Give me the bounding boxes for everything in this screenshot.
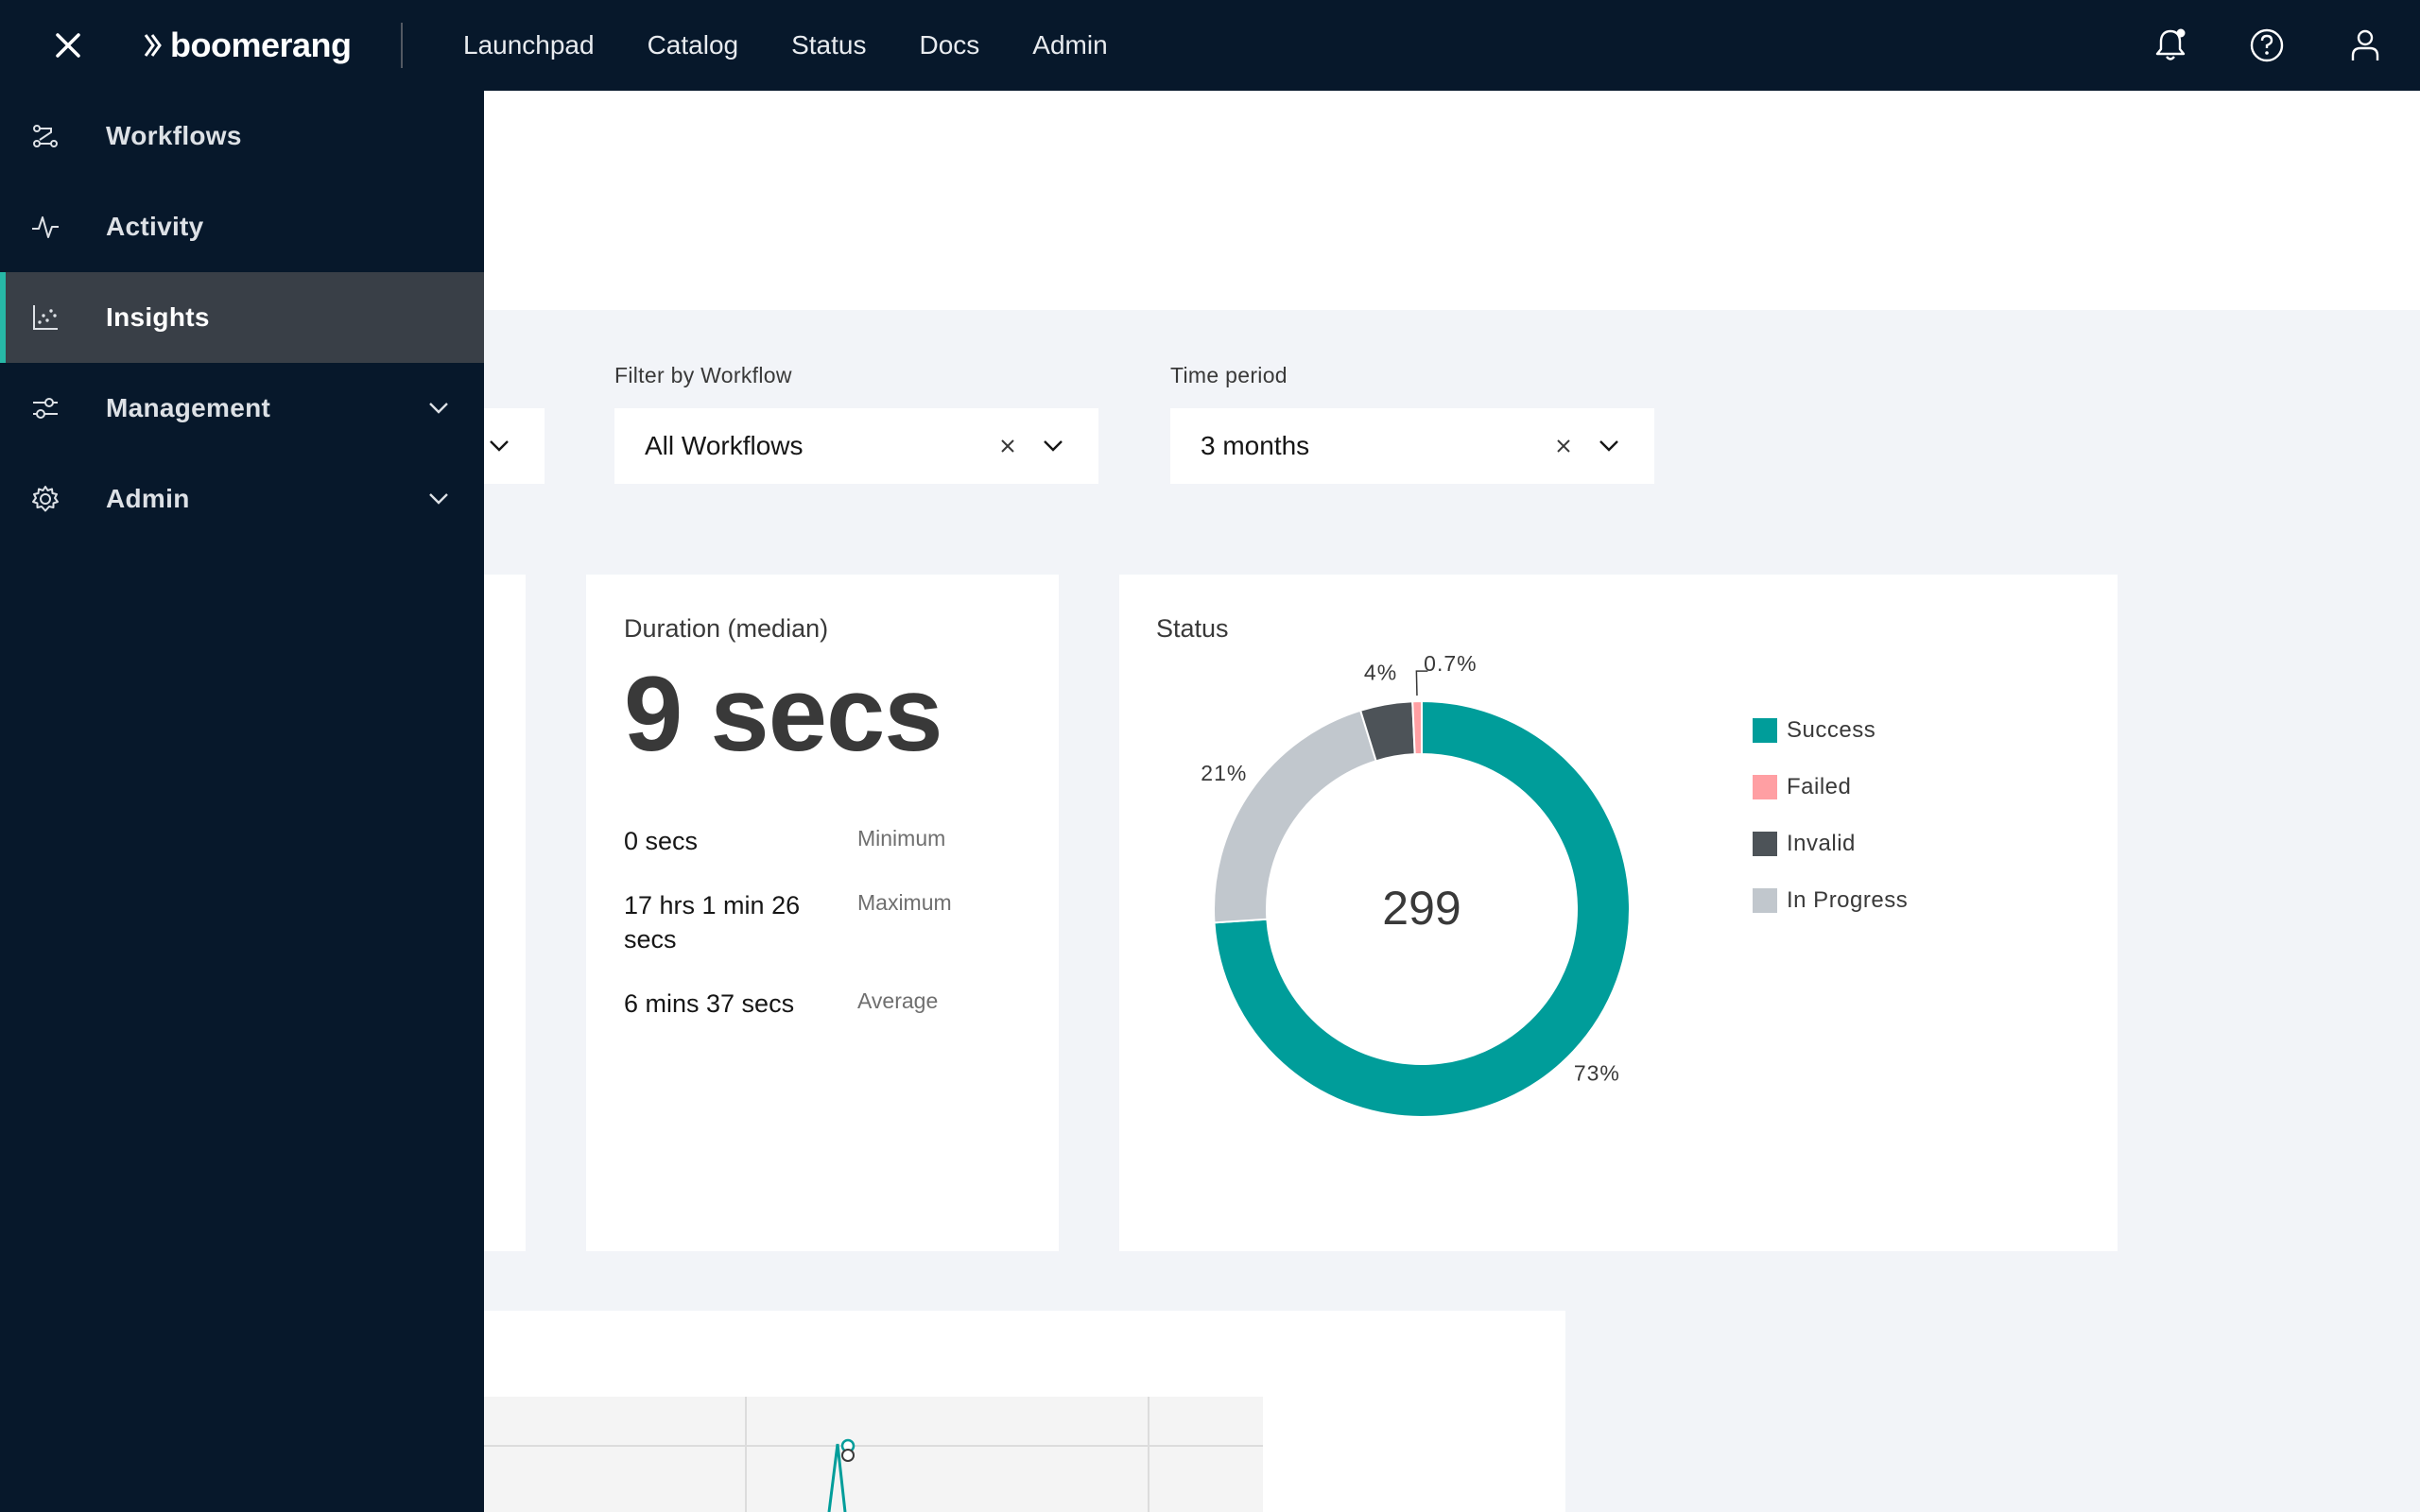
top-header: boomerang Launchpad Catalog Status Docs … [0,0,2420,91]
nav-catalog[interactable]: Catalog [647,30,739,60]
sidebar-item-activity[interactable]: Activity [0,181,484,272]
sidebar-item-label: Insights [106,302,210,332]
nav-status[interactable]: Status [791,30,867,60]
page-header-band [484,91,2420,310]
help-button[interactable] [2246,25,2288,66]
notifications-button[interactable] [2150,25,2191,66]
donut-slice-success[interactable] [1213,699,1631,1118]
status-donut-chart: 73% 21% 4% 0.7% 299 [1201,651,1631,1118]
insights-icon [33,305,58,330]
chevron-down-icon [429,493,448,505]
legend-success: Success [1753,715,1876,746]
legend-swatch [1753,775,1777,799]
filter-workflow-value: All Workflows [645,431,804,460]
duration-max-value: 17 hrs 1 min 26 secs [624,891,801,954]
donut-slice-in-progress[interactable] [1213,709,1377,924]
clear-icon[interactable] [994,433,1021,459]
help-icon [2250,28,2284,62]
user-profile-button[interactable] [2344,25,2386,66]
sidebar-item-label: Workflows [106,121,242,150]
legend-swatch [1753,832,1777,856]
legend-label: Success [1787,717,1876,743]
top-nav: Launchpad Catalog Status Docs Admin [446,0,1134,91]
donut-value-label: 4% [1364,661,1397,685]
duration-avg-value: 6 mins 37 secs [624,989,795,1018]
duration-max-label: Maximum [857,890,952,915]
donut-value-label: 21% [1201,761,1247,785]
sidebar-item-admin[interactable]: Admin [0,454,484,544]
sidebar-item-label: Management [106,393,271,422]
duration-title: Duration (median) [624,614,829,643]
donut-value-label: 0.7% [1424,651,1477,676]
clear-icon[interactable] [1550,433,1577,459]
sidebar-item-label: Activity [106,212,204,241]
legend-label: In Progress [1787,887,1909,913]
time-period-select[interactable]: 3 months [1170,408,1654,484]
legend-swatch [1753,718,1777,743]
nav-docs[interactable]: Docs [919,30,980,60]
duration-min-value: 0 secs [624,827,699,855]
user-icon [2351,29,2379,60]
duration-avg-label: Average [857,988,939,1013]
side-nav: Workflows Activity Insights Management [0,91,484,1512]
donut-slice-failed[interactable] [1411,699,1423,756]
legend-failed: Failed [1753,772,1851,802]
sidebar-item-management[interactable]: Management [0,363,484,454]
nav-admin[interactable]: Admin [1032,30,1108,60]
legend-invalid: Invalid [1753,829,1856,859]
chevron-down-icon [429,403,448,414]
workflows-icon [33,125,58,147]
chevron-down-icon [1044,440,1063,452]
duration-min-label: Minimum [857,826,946,850]
donut-label-leader [1415,670,1428,696]
brand-name: boomerang [170,26,352,64]
sidebar-item-workflows[interactable]: Workflows [0,91,484,181]
activity-icon [32,216,59,238]
close-icon [56,33,80,58]
legend-label: Failed [1787,774,1852,799]
chevron-down-icon [490,440,509,452]
legend-in-progress: In Progress [1753,885,1908,916]
close-menu-button[interactable] [47,25,89,66]
time-period-label: Time period [1170,363,1288,387]
donut-center-total: 299 [1382,882,1461,935]
duration-median-value: 9 secs [624,655,943,773]
time-period-value: 3 months [1201,431,1310,460]
filter-workflow-select[interactable]: All Workflows [614,408,1098,484]
sliders-icon [33,398,58,419]
sidebar-item-insights[interactable]: Insights [0,272,484,363]
status-title: Status [1156,614,1229,643]
legend-label: Invalid [1787,831,1856,856]
filter-workflow-label: Filter by Workflow [614,363,792,387]
gear-icon [32,486,59,512]
brand-logo[interactable]: boomerang [142,21,352,70]
header-divider [401,23,403,68]
donut-value-label: 73% [1574,1061,1620,1086]
sidebar-item-label: Admin [106,484,190,513]
boomerang-logo-icon [144,34,162,57]
duration-card [586,575,1059,1251]
legend-swatch [1753,888,1777,913]
timeseries-chart-area [378,1397,1263,1512]
nav-launchpad[interactable]: Launchpad [463,30,595,60]
chevron-down-icon [1599,440,1618,452]
notification-bell-icon [2155,28,2186,60]
